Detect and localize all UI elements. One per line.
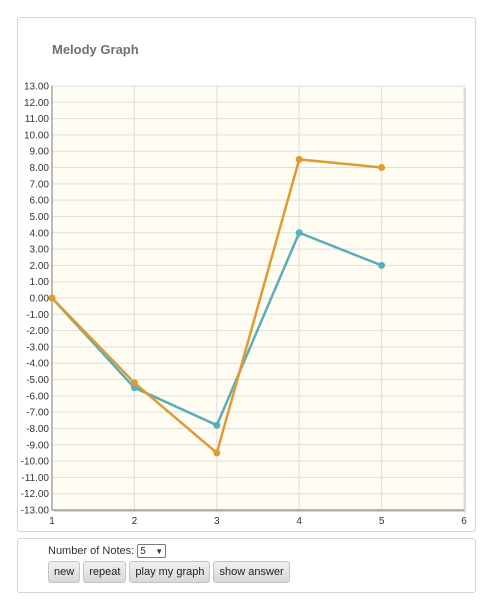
num-notes-value: 5 xyxy=(140,545,146,557)
y-tick-label: 9.00 xyxy=(30,147,50,158)
y-tick-label: 13.00 xyxy=(24,82,49,93)
y-tick-label: -6.00 xyxy=(26,391,49,402)
melody-chart[interactable]: 13.0012.0011.0010.009.008.007.006.005.00… xyxy=(0,0,494,540)
y-tick-label: -11.00 xyxy=(21,473,49,484)
y-tick-label: -2.00 xyxy=(26,326,49,337)
series-1-point xyxy=(130,384,138,392)
show-answer-button[interactable]: show answer xyxy=(213,561,290,583)
y-tick-label: 6.00 xyxy=(30,196,50,207)
y-tick-label: -9.00 xyxy=(26,440,49,451)
x-tick-label: 6 xyxy=(461,516,467,527)
y-tick-label: -7.00 xyxy=(26,408,49,419)
series-2-point xyxy=(130,379,138,387)
y-tick-label: 2.00 xyxy=(30,261,50,272)
x-tick-label: 5 xyxy=(379,516,385,527)
play-my-graph-button[interactable]: play my graph xyxy=(129,561,211,583)
series-1-point xyxy=(378,261,386,269)
y-tick-label: 12.00 xyxy=(24,98,49,109)
y-tick-label: -12.00 xyxy=(21,489,50,500)
num-notes-row: Number of Notes: 5 ▼ xyxy=(48,544,167,558)
series-2-point xyxy=(48,294,56,302)
x-tick-label: 2 xyxy=(132,516,138,527)
y-tick-label: 0.00 xyxy=(30,294,50,305)
new-button[interactable]: new xyxy=(48,561,81,583)
y-tick-label: -10.00 xyxy=(21,457,50,468)
y-tick-label: 10.00 xyxy=(24,130,49,141)
y-tick-label: 1.00 xyxy=(30,277,50,288)
y-tick-label: -4.00 xyxy=(26,359,49,370)
button-row: new repeat play my graph show answer xyxy=(48,561,290,583)
series-2-point xyxy=(213,449,221,457)
y-tick-label: -8.00 xyxy=(26,424,49,435)
y-tick-label: 4.00 xyxy=(30,228,50,239)
x-tick-label: 4 xyxy=(296,516,302,527)
series-1-point xyxy=(213,421,221,429)
y-tick-label: 5.00 xyxy=(30,212,50,223)
num-notes-select[interactable]: 5 ▼ xyxy=(137,544,167,558)
num-notes-label: Number of Notes: xyxy=(48,545,135,557)
series-1-point xyxy=(295,229,303,237)
series-2-point xyxy=(378,164,386,172)
y-tick-label: 8.00 xyxy=(30,163,50,174)
y-tick-label: 7.00 xyxy=(30,179,50,190)
y-tick-label: -1.00 xyxy=(26,310,49,321)
y-tick-label: 3.00 xyxy=(30,245,50,256)
y-tick-label: 11.00 xyxy=(25,114,50,125)
y-tick-label: -3.00 xyxy=(26,342,49,353)
repeat-button[interactable]: repeat xyxy=(83,561,127,583)
y-tick-label: -13.00 xyxy=(21,506,50,517)
chart-title: Melody Graph xyxy=(52,42,139,57)
dropdown-arrow-icon: ▼ xyxy=(155,546,164,556)
series-2-point xyxy=(295,155,303,163)
y-tick-label: -5.00 xyxy=(26,375,49,386)
x-tick-label: 3 xyxy=(214,516,220,527)
x-tick-label: 1 xyxy=(49,516,55,527)
